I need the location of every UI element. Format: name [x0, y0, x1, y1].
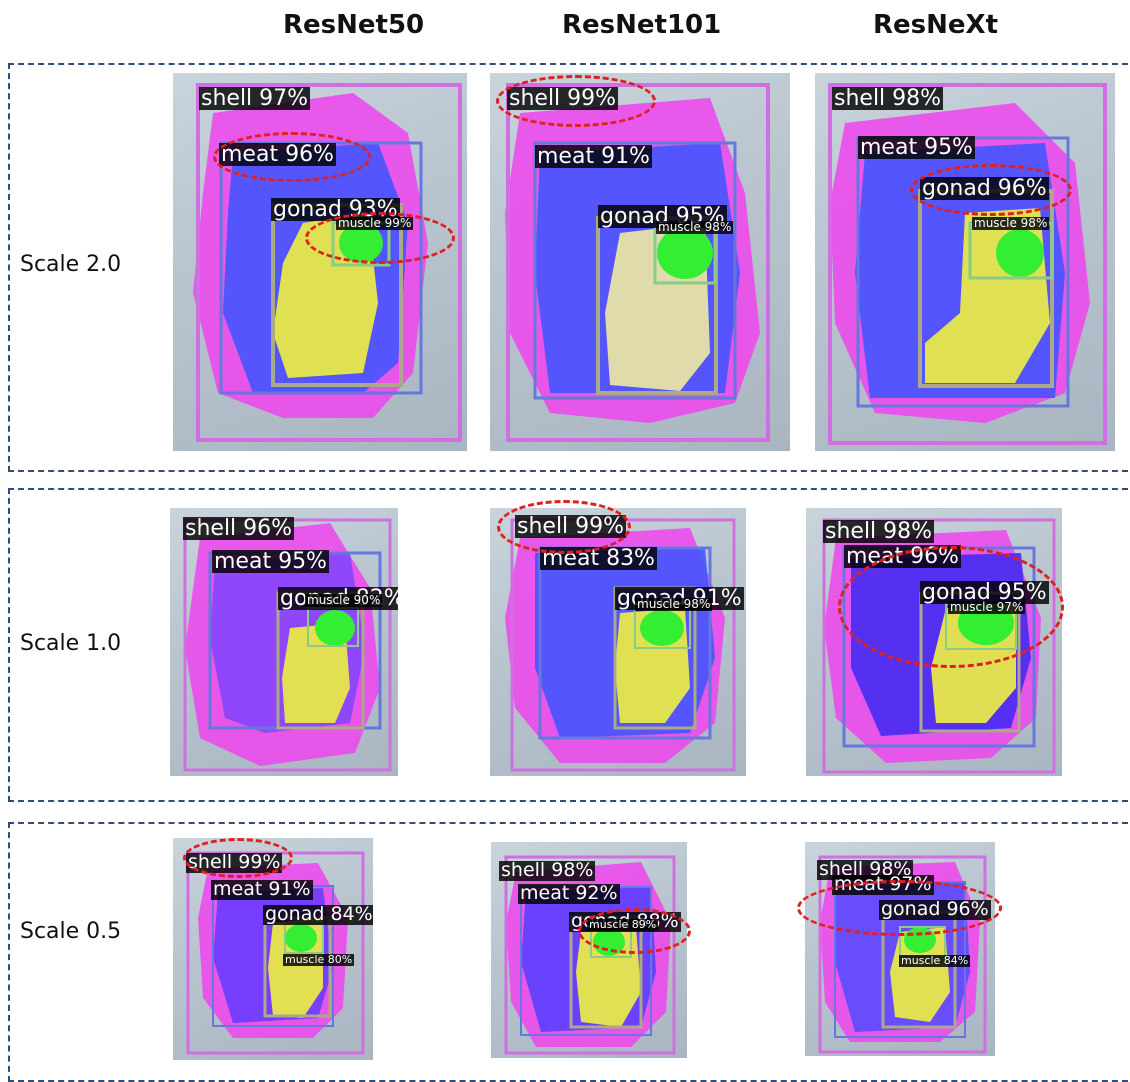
row-box-scale-1	[8, 488, 1130, 802]
column-header-resnet101: ResNet101	[562, 10, 722, 40]
highlight-ellipse	[496, 75, 656, 127]
meat-label: meat 95%	[212, 549, 329, 574]
shell-label: shell 98%	[823, 519, 935, 544]
panel-scale1-resnet101: shell 99% meat 83% gonad 91% muscle 98%	[490, 508, 746, 776]
highlight-ellipse	[305, 212, 455, 264]
muscle-label: muscle 84%	[899, 954, 971, 967]
highlight-ellipse	[578, 908, 691, 954]
panel-scale2-resnet101: shell 99% meat 91% gonad 95% muscle 98%	[490, 73, 790, 451]
shell-label: shell 97%	[199, 86, 311, 111]
highlight-ellipse	[910, 164, 1072, 216]
shell-label: shell 98%	[499, 859, 596, 881]
meat-label: meat 91%	[535, 144, 652, 169]
row-label-scale-1: Scale 1.0	[20, 631, 122, 656]
segmentation-overlay	[828, 83, 1107, 445]
muscle-label: muscle 98%	[972, 216, 1050, 230]
panel-scale2-resnext: shell 98% meat 95% gonad 96% muscle 98%	[815, 73, 1115, 451]
column-header-resnext: ResNeXt	[873, 10, 998, 40]
highlight-ellipse	[497, 500, 631, 554]
segmentation-overlay	[505, 83, 770, 442]
shell-label: shell 98%	[817, 858, 914, 880]
row-label-scale-05: Scale 0.5	[20, 919, 122, 944]
row-box-scale-2	[8, 63, 1130, 472]
column-header-resnet50: ResNet50	[283, 10, 425, 40]
muscle-label: muscle 90%	[305, 593, 383, 607]
highlight-ellipse	[797, 880, 1002, 936]
panel-scale1-resnet50: shell 96% meat 95% gonad 82% muscle 90%	[170, 508, 398, 776]
segmentation-overlay	[193, 83, 462, 442]
row-label-scale-2: Scale 2.0	[20, 252, 122, 277]
highlight-ellipse	[213, 132, 371, 182]
muscle-label: muscle 98%	[656, 220, 734, 234]
segmentation-overlay	[505, 518, 736, 772]
muscle-label: muscle 80%	[283, 953, 355, 966]
shell-label: shell 98%	[832, 86, 944, 111]
muscle-label: muscle 98%	[635, 597, 713, 611]
meat-label: meat 92%	[518, 882, 620, 904]
highlight-ellipse	[183, 838, 293, 878]
gonad-label: gonad 84%	[263, 903, 373, 925]
panel-scale2-resnet50: shell 97% meat 96% gonad 93% muscle 99%	[173, 73, 467, 451]
panel-scale05-resnext: shell 98% meat 97% gonad 96% muscle 84%	[805, 842, 995, 1056]
meat-label: meat 95%	[858, 135, 975, 160]
highlight-ellipse	[838, 546, 1064, 668]
meat-label: meat 91%	[211, 878, 313, 900]
shell-label: shell 96%	[183, 516, 295, 541]
